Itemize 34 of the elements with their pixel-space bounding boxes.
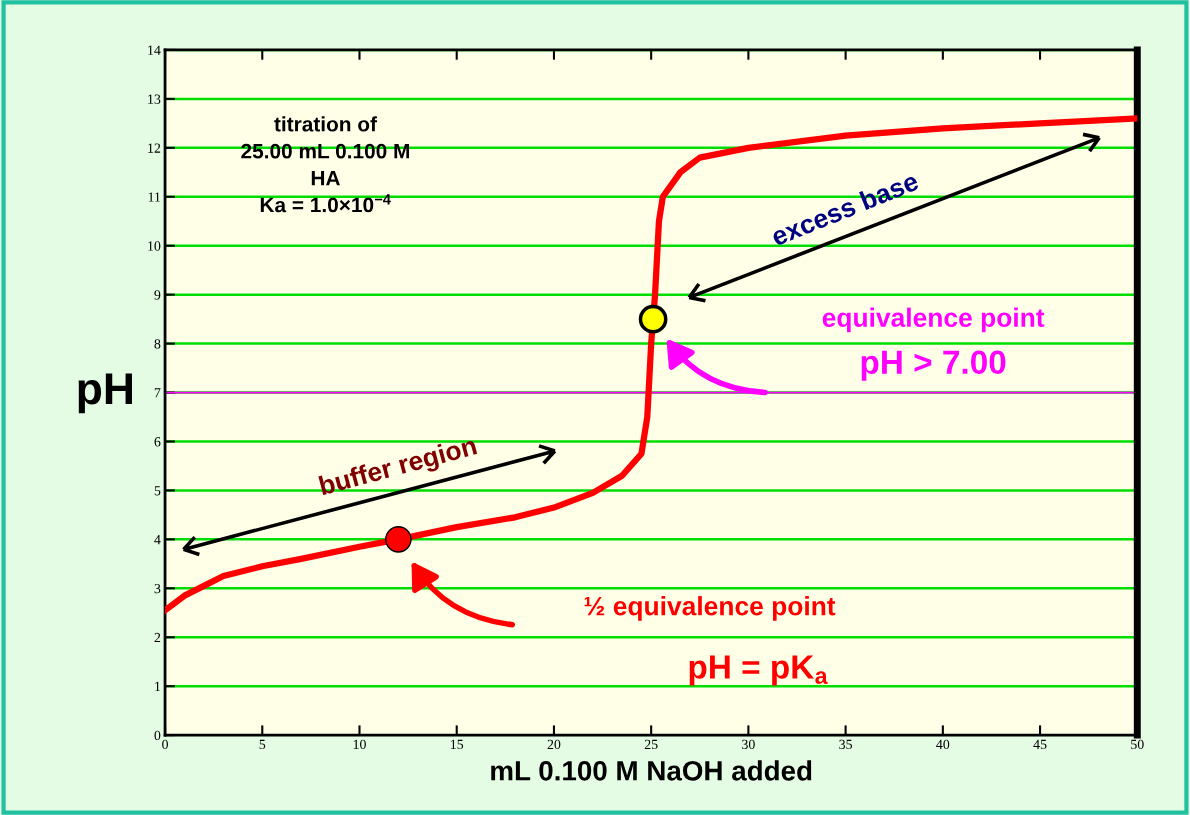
- x-tick-label: 10: [353, 739, 366, 750]
- x-tick-label: 40: [936, 739, 950, 750]
- x-tick-label: 50: [1131, 739, 1144, 750]
- x-tick-label: 15: [451, 739, 464, 750]
- annotation: buffer region: [318, 435, 479, 501]
- annotation: excess base: [769, 170, 920, 247]
- x-tick-label: 5: [259, 739, 266, 750]
- y-tick-label: 11: [148, 192, 161, 202]
- x-tick-label: 25: [644, 739, 658, 750]
- y-tick-label: 2: [154, 632, 161, 643]
- y-tick-label: 9: [154, 290, 161, 300]
- x-tick-label: 20: [547, 739, 561, 750]
- annotation: equivalence point: [822, 307, 1045, 333]
- y-tick-label: 1: [155, 681, 161, 692]
- x-tick-label: 0: [162, 739, 168, 750]
- y-tick-label: 3: [154, 583, 161, 594]
- y-tick-label: 7: [154, 388, 161, 398]
- x-tick-label: 30: [742, 739, 755, 750]
- y-tick-label: 0: [154, 730, 161, 741]
- annotation: pH = pK$_{a}$: [689, 655, 828, 686]
- y-tick-label: 6: [154, 437, 161, 447]
- x-tick-label: 45: [1033, 739, 1047, 750]
- y-tick-label: 14: [148, 45, 161, 55]
- y-tick-label: 5: [154, 486, 161, 496]
- y-tick-label: 4: [154, 535, 161, 545]
- x-axis-title: mL 0.100 M NaOH added: [491, 760, 812, 781]
- annotation: ½ equivalence point: [584, 596, 836, 621]
- y-tick-label: 10: [148, 241, 161, 251]
- y-tick-label: 8: [154, 339, 161, 349]
- annotation: pH > 7.00: [861, 350, 1006, 381]
- y-tick-label: 13: [148, 94, 161, 104]
- y-axis-title: pH: [78, 373, 132, 414]
- x-tick-label: 35: [839, 739, 853, 750]
- y-tick-label: 12: [148, 143, 161, 153]
